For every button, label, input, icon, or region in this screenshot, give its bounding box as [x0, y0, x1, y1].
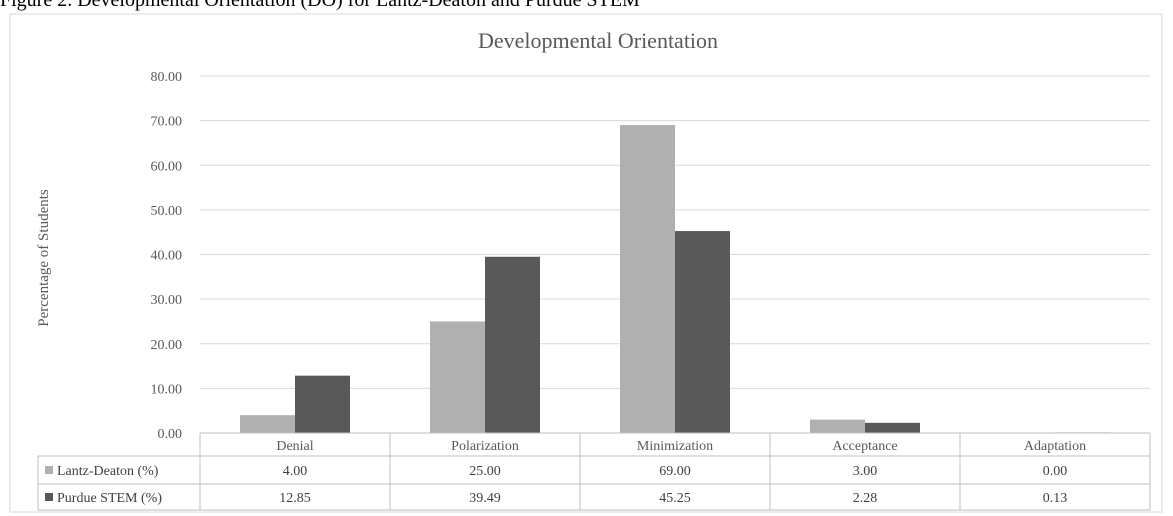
bar: [485, 256, 540, 433]
gridlines: [200, 75, 1150, 389]
legend-label: Lantz-Deaton (%): [57, 464, 159, 479]
data-table-value: 0.00: [1043, 464, 1068, 479]
data-table-value: 2.28: [853, 491, 878, 506]
bar: [865, 422, 920, 433]
legend-swatch: [45, 466, 53, 474]
y-axis-label: Percentage of Students: [36, 189, 52, 327]
y-tick-label: 60.00: [151, 159, 183, 174]
y-tick-label: 10.00: [151, 382, 183, 397]
x-category-label: Acceptance: [832, 439, 897, 454]
y-tick-label: 80.00: [151, 70, 183, 85]
legend-swatch: [45, 493, 53, 501]
y-tick-label: 30.00: [151, 293, 183, 308]
chart-border: [9, 13, 1163, 513]
bar: [620, 125, 675, 434]
data-table-value: 45.25: [659, 491, 691, 506]
chart-title: Developmental Orientation: [478, 28, 718, 53]
x-category-label: Minimization: [637, 439, 713, 454]
figure-caption: Figure 2. Developmental Orientation (DO)…: [0, 0, 640, 11]
y-tick-label: 20.00: [151, 338, 183, 353]
x-category-label: Adaptation: [1024, 439, 1086, 454]
y-tick-label: 50.00: [151, 204, 183, 219]
bar: [675, 231, 730, 433]
data-table: Denial Polarization Minimization Acceptance…: [37, 432, 1151, 511]
bar: [430, 321, 485, 433]
data-table-value: 69.00: [659, 464, 691, 479]
data-table-value: 12.85: [279, 491, 311, 506]
x-category-label: Denial: [276, 439, 313, 454]
data-table-value: 4.00: [283, 464, 308, 479]
data-table-value: 3.00: [853, 464, 878, 479]
legend-label: Purdue STEM (%): [57, 491, 162, 506]
bar: [295, 375, 350, 433]
y-tick-label: 0.00: [158, 427, 183, 442]
data-table-value: 0.13: [1043, 491, 1068, 506]
data-table-value: 25.00: [469, 464, 501, 479]
data-table-value: 39.49: [469, 491, 501, 506]
bars: [240, 125, 1110, 434]
x-category-label: Polarization: [451, 439, 519, 454]
bar: [810, 419, 865, 433]
y-axis-ticks: 0.00 10.00 20.00 30.00 40.00 50.00 60.00 70.00 8…: [151, 70, 183, 442]
y-tick-label: 40.00: [151, 249, 183, 264]
y-tick-label: 70.00: [151, 115, 183, 130]
bar: [240, 415, 295, 433]
